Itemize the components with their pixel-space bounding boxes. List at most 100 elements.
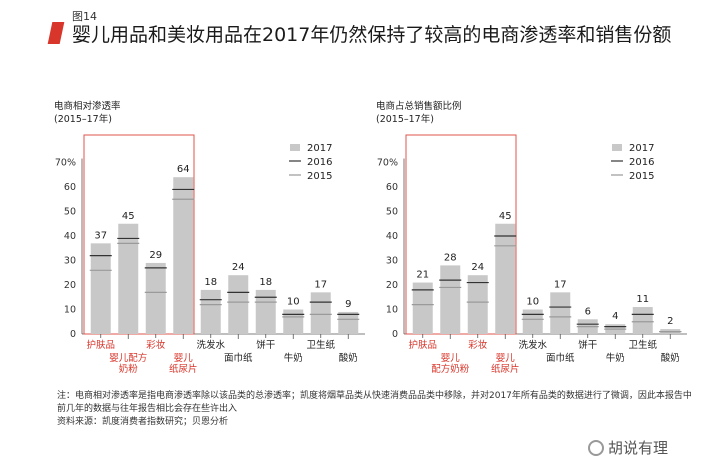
right-data-label: 17: [554, 279, 567, 290]
left-data-label: 18: [259, 277, 272, 288]
right-chart: 010203040506070%21护肤品28婴儿配方奶粉24彩妆45婴儿纸尿片…: [377, 134, 687, 375]
right-category-label: 卫生纸: [628, 339, 657, 351]
left-chart-title-block: 电商相对渗透率 (2015–17年): [54, 100, 121, 126]
left-data-label: 10: [287, 297, 300, 308]
right-legend-label: 2017: [629, 143, 654, 154]
left-data-label: 29: [149, 250, 162, 261]
left-legend-label: 2015: [307, 171, 332, 182]
left-category-label: 护肤品: [86, 339, 115, 351]
left-category-label: 奶粉: [119, 363, 139, 375]
left-legend-label: 2017: [307, 143, 332, 154]
left-ytick-label: 20: [64, 280, 76, 291]
left-bar-2017: [338, 311, 359, 334]
figure-label: 图14: [72, 10, 97, 23]
right-data-label: 24: [471, 262, 484, 273]
left-ytick-label: 10: [64, 305, 76, 316]
right-ytick-label: 40: [386, 231, 398, 242]
watermark-text: 胡说有理: [608, 439, 669, 457]
right-data-label: 6: [585, 306, 591, 317]
source-text: 资料来源：凯度消费者指数研究；贝恩分析: [57, 417, 229, 427]
right-category-label: 酸奶: [661, 352, 680, 364]
left-bar-2017: [228, 275, 249, 334]
right-bar-2017: [412, 282, 433, 334]
right-ytick-label: 30: [386, 256, 398, 267]
left-bar-2017: [118, 223, 139, 334]
watermark: 胡说有理: [588, 437, 668, 458]
right-ytick-label: 20: [386, 280, 398, 291]
left-category-label: 婴儿: [174, 353, 194, 364]
right-category-label: 洗发水: [518, 339, 547, 351]
left-bar-2017: [173, 177, 194, 334]
right-category-label: 纸尿片: [491, 363, 520, 375]
right-chart-subtitle: (2015–17年): [376, 114, 434, 125]
right-category-label: 面巾纸: [546, 352, 575, 364]
right-category-label: 彩妆: [468, 339, 488, 351]
right-data-label: 45: [499, 211, 512, 222]
left-data-label: 17: [314, 279, 327, 290]
left-ytick-label: 50: [64, 207, 76, 218]
left-bar-2017: [145, 262, 166, 334]
page-title: 婴儿用品和美妆用品在2017年仍然保持了较高的电商渗透率和销售份额: [72, 24, 672, 46]
left-bar-2017: [310, 292, 331, 334]
right-bar-2017: [550, 292, 571, 334]
left-category-label: 面巾纸: [224, 352, 253, 364]
left-data-label: 9: [345, 299, 351, 310]
right-category-label: 婴儿: [496, 353, 516, 364]
right-bar-2017: [632, 307, 653, 334]
left-ytick-label: 70%: [55, 158, 76, 169]
left-data-label: 64: [177, 164, 190, 175]
right-legend-label: 2015: [629, 171, 654, 182]
left-data-label: 37: [94, 230, 107, 241]
left-category-label: 婴儿配方: [109, 352, 147, 364]
left-bar-2017: [283, 309, 304, 334]
footnote-text: 注：电商相对渗透率是指电商渗透率除以该品类的总渗透率；凯度将烟草品类从快速消费品…: [57, 391, 692, 414]
left-category-label: 洗发水: [196, 339, 225, 351]
right-category-label: 牛奶: [606, 352, 625, 364]
right-ytick-label: 0: [392, 329, 398, 340]
left-ytick-label: 30: [64, 256, 76, 267]
right-data-label: 10: [526, 297, 539, 308]
left-data-label: 18: [204, 277, 217, 288]
left-highlight-box: [83, 134, 195, 335]
left-bar-2017: [90, 243, 111, 334]
left-category-label: 彩妆: [146, 339, 166, 351]
left-data-label: 45: [122, 211, 135, 222]
right-category-label: 配方奶粉: [431, 363, 470, 375]
title-accent-bar: [47, 22, 65, 44]
right-legend-label: 2016: [629, 157, 654, 168]
right-chart-title-block: 电商占总销售额比例 (2015–17年): [376, 100, 462, 126]
left-ytick-label: 40: [64, 231, 76, 242]
left-ytick-label: 60: [64, 182, 76, 193]
left-category-label: 卫生纸: [306, 339, 335, 351]
left-category-label: 纸尿片: [169, 363, 198, 375]
wechat-icon: [588, 440, 604, 456]
right-category-label: 饼干: [578, 339, 597, 351]
right-bar-2017: [495, 223, 516, 334]
right-bar-2017: [440, 265, 461, 334]
right-ytick-label: 60: [386, 182, 398, 193]
right-category-label: 婴儿: [441, 353, 461, 364]
left-category-label: 饼干: [256, 339, 275, 351]
right-highlight-box: [405, 134, 517, 335]
right-ytick-label: 70%: [377, 158, 398, 169]
left-ytick-label: 0: [70, 329, 76, 340]
right-data-label: 4: [612, 311, 618, 322]
right-legend-swatch-2017: [612, 144, 622, 151]
footnotes: 注：电商相对渗透率是指电商渗透率除以该品类的总渗透率；凯度将烟草品类从快速消费品…: [57, 390, 697, 429]
left-bar-2017: [200, 289, 221, 334]
left-category-label: 牛奶: [284, 352, 303, 364]
right-bar-2017: [467, 275, 488, 334]
right-data-label: 21: [416, 270, 429, 281]
right-bar-2017: [522, 309, 543, 334]
left-bar-2017: [255, 289, 276, 334]
left-chart-title: 电商相对渗透率: [54, 101, 121, 112]
right-data-label: 2: [667, 316, 673, 327]
right-ytick-label: 10: [386, 305, 398, 316]
left-category-label: 酸奶: [339, 352, 358, 364]
left-chart-subtitle: (2015–17年): [54, 114, 112, 125]
right-chart-title: 电商占总销售额比例: [376, 101, 462, 112]
right-ytick-label: 50: [386, 207, 398, 218]
right-data-label: 28: [444, 252, 457, 263]
right-category-label: 护肤品: [408, 339, 437, 351]
